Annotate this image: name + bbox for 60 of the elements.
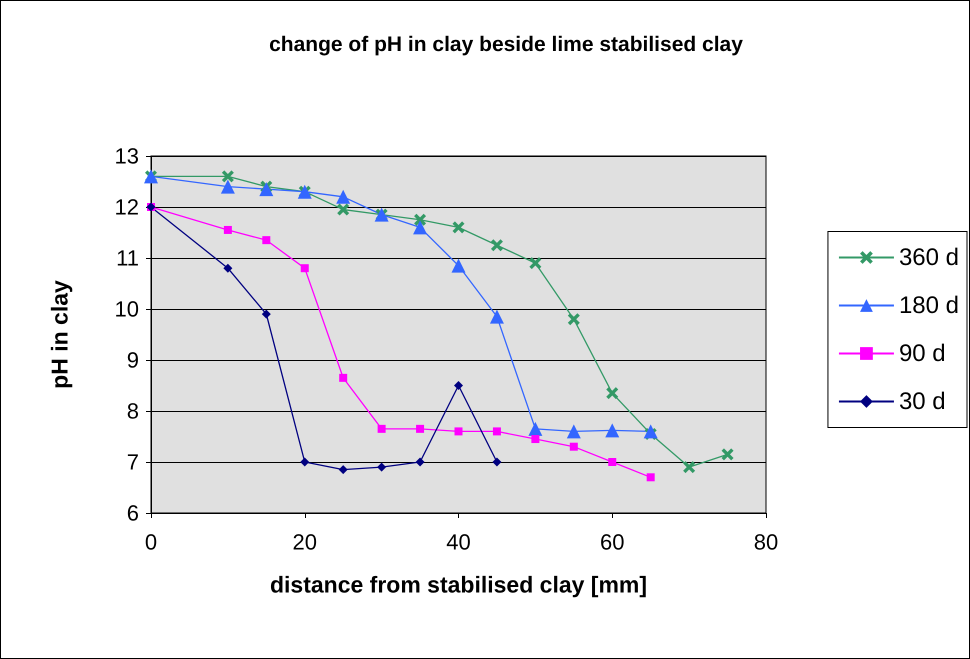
legend-label: 30 d <box>898 388 946 415</box>
point <box>452 258 466 273</box>
point <box>492 458 502 466</box>
point <box>336 190 350 204</box>
point <box>452 221 464 234</box>
point <box>490 239 503 252</box>
y-tick-label: 9 <box>126 348 139 372</box>
point <box>413 220 428 234</box>
y-tick-label: 6 <box>126 500 139 526</box>
point <box>646 473 655 482</box>
legend-label: 90 d <box>898 340 946 367</box>
point <box>220 180 235 194</box>
point <box>416 458 425 466</box>
y-tick-label: 8 <box>126 398 139 424</box>
point <box>338 465 348 474</box>
point <box>454 427 462 436</box>
legend-label: 180 d <box>898 292 960 319</box>
point <box>262 310 271 319</box>
point <box>378 424 386 433</box>
point <box>605 423 620 438</box>
point <box>608 458 616 466</box>
y-tick-label: 7 <box>126 450 139 474</box>
point <box>339 374 348 382</box>
y-tick-label: 13 <box>114 144 139 168</box>
point <box>644 424 658 438</box>
point <box>259 182 274 196</box>
x-tick-label: 40 <box>446 530 471 554</box>
x-tick-label: 20 <box>292 530 317 554</box>
point <box>377 462 386 472</box>
x-tick-label: 80 <box>754 530 778 554</box>
point <box>262 236 270 244</box>
point <box>722 448 734 460</box>
point <box>222 170 234 182</box>
point <box>529 257 542 270</box>
point <box>300 264 309 272</box>
point <box>414 214 426 226</box>
point <box>492 427 501 436</box>
point <box>528 422 542 436</box>
point <box>683 461 696 474</box>
y-tick-label: 10 <box>114 296 139 322</box>
point <box>531 435 540 444</box>
point <box>224 226 232 234</box>
point <box>570 442 578 451</box>
y-tick-label: 12 <box>114 194 139 220</box>
point <box>566 424 581 438</box>
point <box>223 264 232 273</box>
point <box>300 458 310 466</box>
x-axis-title: distance from stabilised clay [mm] <box>270 572 648 598</box>
legend-label: 360 d <box>898 244 960 271</box>
x-tick-label: 0 <box>144 530 158 554</box>
point <box>416 424 424 433</box>
x-tick-label: 60 <box>600 530 624 554</box>
y-tick-label: 11 <box>116 246 139 270</box>
point <box>337 204 350 216</box>
point <box>490 310 504 324</box>
point <box>454 381 463 390</box>
chart-title: change of pH in clay beside lime stabilised clay <box>269 33 744 56</box>
y-axis-title: pH in clay <box>46 280 72 389</box>
point <box>606 387 618 400</box>
point <box>568 313 580 326</box>
